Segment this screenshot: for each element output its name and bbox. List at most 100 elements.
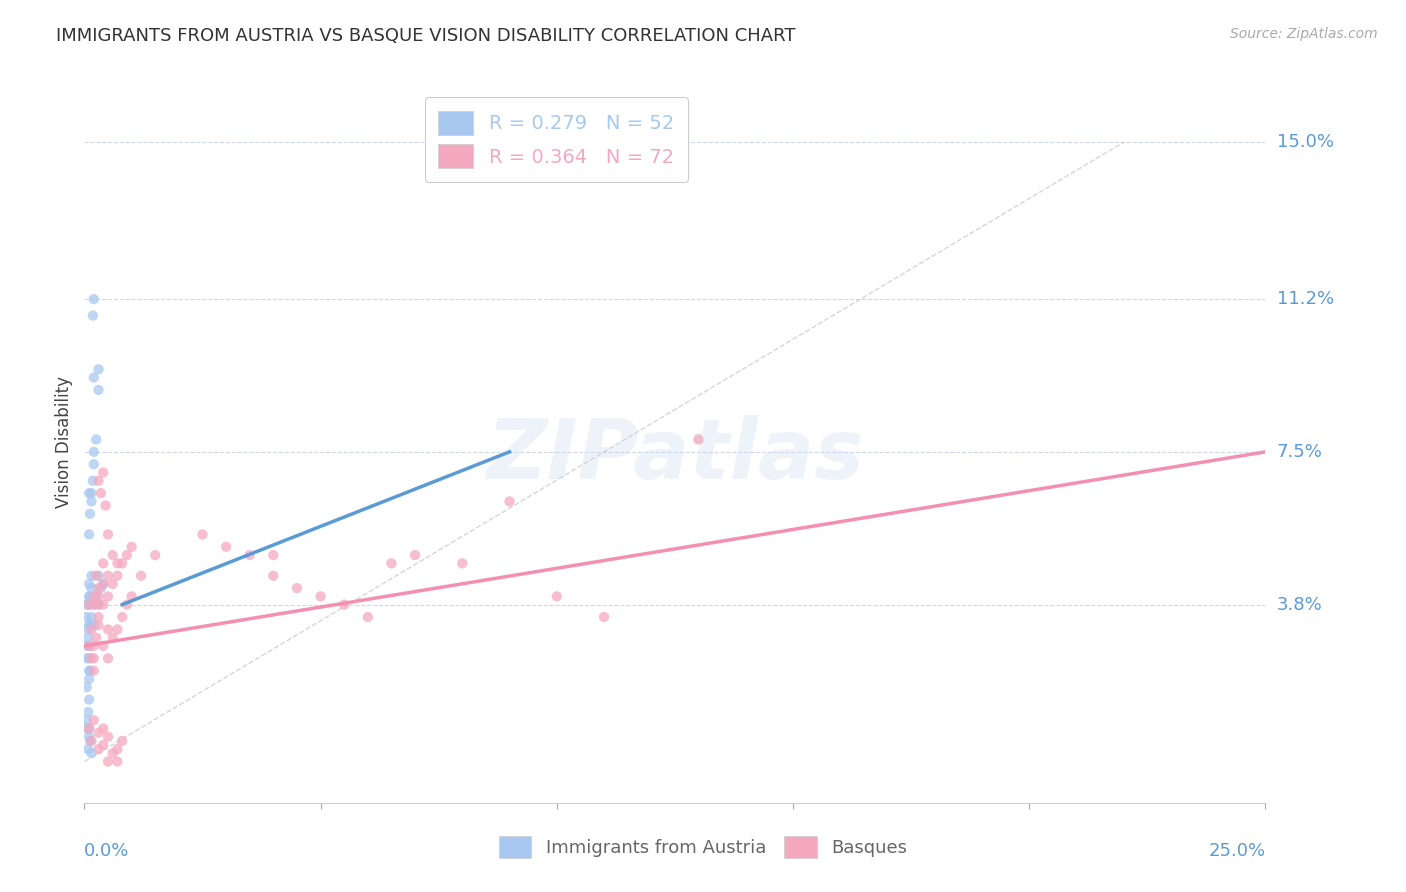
Point	[83, 639, 105, 653]
Point	[498, 494, 520, 508]
Point	[80, 486, 103, 500]
Point	[115, 548, 138, 562]
Point	[262, 568, 284, 582]
Point	[97, 568, 120, 582]
Legend: Immigrants from Austria, Basques: Immigrants from Austria, Basques	[492, 829, 914, 865]
Point	[87, 581, 110, 595]
Point	[83, 598, 105, 612]
Point	[262, 548, 284, 562]
Point	[91, 557, 114, 571]
Point	[129, 568, 152, 582]
Point	[101, 548, 124, 562]
Point	[87, 474, 110, 488]
Point	[80, 610, 103, 624]
Text: 3.8%: 3.8%	[1277, 596, 1322, 614]
Point	[80, 623, 103, 637]
Point	[121, 540, 143, 554]
Point	[309, 590, 332, 604]
Point	[79, 590, 101, 604]
Point	[77, 722, 100, 736]
Point	[82, 474, 104, 488]
Point	[107, 568, 129, 582]
Point	[101, 631, 124, 645]
Point	[77, 639, 100, 653]
Point	[191, 527, 214, 541]
Point	[83, 618, 105, 632]
Text: 11.2%: 11.2%	[1277, 290, 1334, 308]
Point	[91, 639, 114, 653]
Point	[90, 486, 112, 500]
Point	[285, 581, 308, 595]
Point	[76, 610, 98, 624]
Point	[87, 362, 110, 376]
Point	[84, 433, 107, 447]
Point	[80, 581, 103, 595]
Point	[76, 713, 98, 727]
Point	[79, 664, 101, 678]
Point	[107, 623, 129, 637]
Point	[87, 598, 110, 612]
Point	[76, 680, 98, 694]
Point	[107, 557, 129, 571]
Point	[83, 598, 105, 612]
Point	[77, 618, 100, 632]
Point	[239, 548, 262, 562]
Point	[77, 486, 100, 500]
Point	[688, 433, 710, 447]
Point	[77, 631, 100, 645]
Text: 25.0%: 25.0%	[1208, 842, 1265, 860]
Point	[77, 730, 100, 744]
Point	[77, 598, 100, 612]
Point	[77, 577, 100, 591]
Point	[80, 746, 103, 760]
Legend: R = 0.279   N = 52, R = 0.364   N = 72: R = 0.279 N = 52, R = 0.364 N = 72	[425, 97, 688, 182]
Point	[91, 722, 114, 736]
Point	[87, 598, 110, 612]
Point	[546, 590, 568, 604]
Point	[107, 755, 129, 769]
Point	[97, 527, 120, 541]
Point	[404, 548, 426, 562]
Point	[87, 568, 110, 582]
Point	[77, 705, 100, 719]
Point	[101, 746, 124, 760]
Point	[143, 548, 166, 562]
Point	[87, 383, 110, 397]
Point	[77, 664, 100, 678]
Text: 0.0%: 0.0%	[84, 842, 129, 860]
Text: 15.0%: 15.0%	[1277, 133, 1333, 152]
Point	[91, 466, 114, 480]
Point	[91, 577, 114, 591]
Text: ZIPatlas: ZIPatlas	[486, 416, 863, 497]
Point	[77, 722, 100, 736]
Point	[76, 639, 98, 653]
Point	[357, 610, 380, 624]
Point	[80, 568, 103, 582]
Point	[77, 692, 100, 706]
Point	[82, 309, 104, 323]
Point	[77, 623, 100, 637]
Point	[111, 734, 134, 748]
Point	[87, 742, 110, 756]
Point	[87, 590, 110, 604]
Point	[97, 651, 120, 665]
Point	[76, 598, 98, 612]
Point	[83, 457, 105, 471]
Point	[83, 651, 105, 665]
Point	[83, 590, 105, 604]
Point	[76, 651, 98, 665]
Point	[87, 618, 110, 632]
Point	[87, 725, 110, 739]
Point	[83, 713, 105, 727]
Text: IMMIGRANTS FROM AUSTRIA VS BASQUE VISION DISABILITY CORRELATION CHART: IMMIGRANTS FROM AUSTRIA VS BASQUE VISION…	[56, 27, 796, 45]
Point	[79, 734, 101, 748]
Point	[91, 577, 114, 591]
Y-axis label: Vision Disability: Vision Disability	[55, 376, 73, 508]
Point	[97, 730, 120, 744]
Point	[97, 590, 120, 604]
Point	[77, 639, 100, 653]
Point	[101, 577, 124, 591]
Point	[111, 557, 134, 571]
Point	[91, 738, 114, 752]
Point	[77, 598, 100, 612]
